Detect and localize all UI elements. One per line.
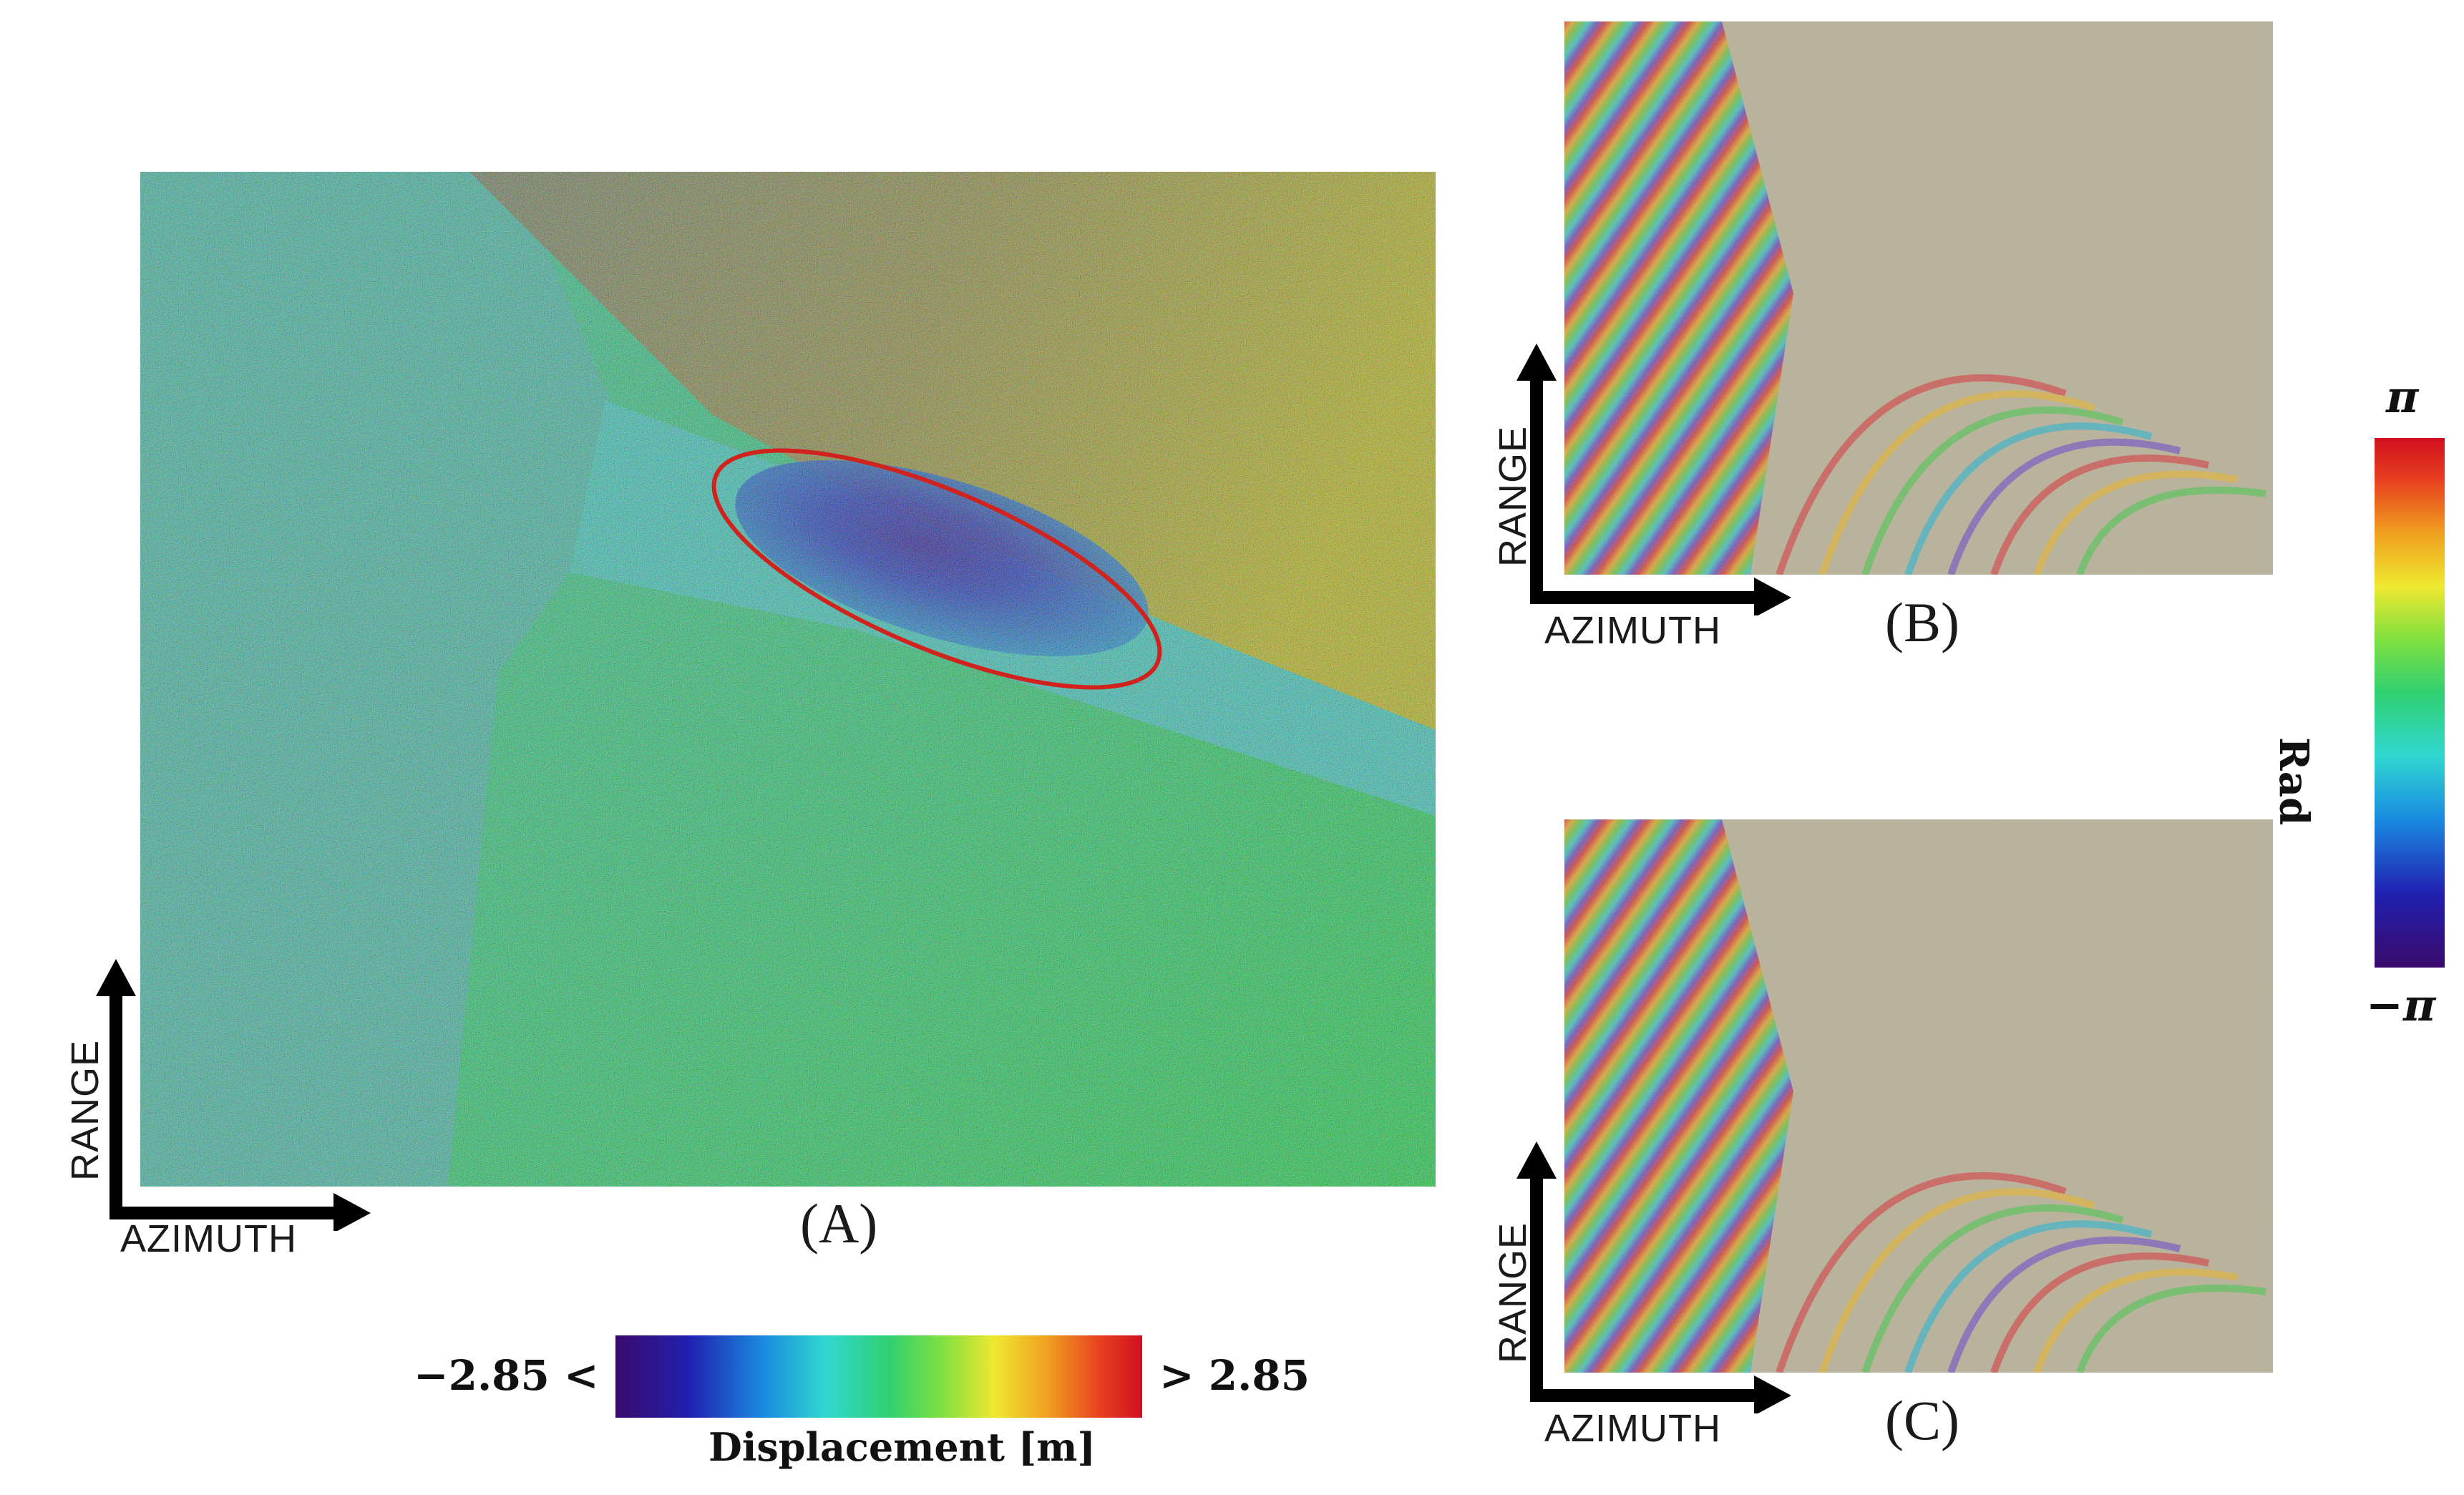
displacement-min-label: −2.85 < <box>414 1351 599 1400</box>
displacement-colorbar-title: Displacement [m] <box>708 1424 1096 1470</box>
displacement-map-image <box>140 172 1436 1187</box>
phase-colorbar-title: Rad <box>2270 737 2317 826</box>
panel-c-interferogram <box>1564 819 2273 1373</box>
panel-c-range-label: RANGE <box>1491 1222 1534 1363</box>
axis-arrows-icon <box>96 959 371 1233</box>
panel-c-axis-arrows <box>1499 1141 1800 1417</box>
panel-b-caption: (B) <box>1885 591 1959 653</box>
panel-c-azimuth-label: AZIMUTH <box>1544 1407 1721 1450</box>
phase-colorbar <box>2375 438 2445 968</box>
panel-a-azimuth-label: AZIMUTH <box>120 1217 297 1260</box>
panel-b-azimuth-label: AZIMUTH <box>1544 609 1721 652</box>
axis-arrows-icon <box>1516 344 1791 618</box>
interferogram-c-image <box>1564 819 2273 1373</box>
panel-b-interferogram <box>1564 21 2273 575</box>
axis-arrows-icon <box>1516 1141 1791 1416</box>
panel-a-caption: (A) <box>800 1192 878 1255</box>
panel-c-caption: (C) <box>1885 1389 1959 1451</box>
interferogram-b-image <box>1564 21 2273 575</box>
panel-a-displacement-map <box>140 172 1436 1187</box>
panel-b-axis-arrows <box>1499 344 1800 619</box>
panel-a-axis-arrows <box>79 959 379 1235</box>
panel-b-range-label: RANGE <box>1491 425 1534 567</box>
phase-min-label: −π <box>2366 979 2436 1031</box>
phase-max-label: π <box>2386 371 2419 423</box>
displacement-colorbar <box>615 1335 1142 1418</box>
panel-a-range-label: RANGE <box>64 1039 107 1181</box>
displacement-max-label: > 2.85 <box>1159 1351 1310 1400</box>
deformation-ellipse-annotation <box>711 448 1162 690</box>
